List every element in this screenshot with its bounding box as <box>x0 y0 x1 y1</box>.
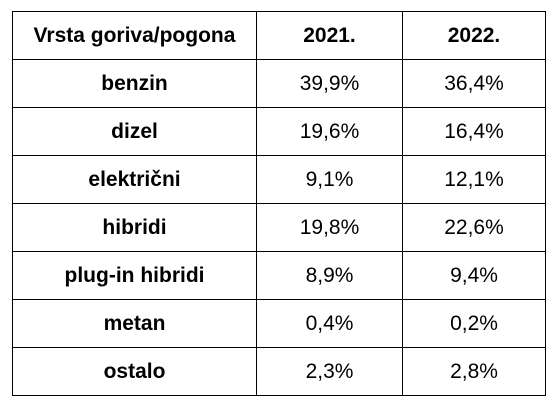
cell-2021: 9,1% <box>256 155 403 204</box>
cell-2022: 36,4% <box>402 59 546 108</box>
row-label: ostalo <box>12 347 257 396</box>
header-year-2021: 2021. <box>256 11 403 60</box>
cell-2021: 0,4% <box>256 299 403 348</box>
table-row: ostalo 2,3% 2,8% <box>12 347 546 396</box>
table-row: benzin 39,9% 36,4% <box>12 59 546 108</box>
row-label: plug-in hibridi <box>12 251 257 300</box>
row-label: benzin <box>12 59 257 108</box>
table-row: plug-in hibridi 8,9% 9,4% <box>12 251 546 300</box>
cell-2021: 19,6% <box>256 107 403 156</box>
cell-2021: 19,8% <box>256 203 403 252</box>
row-label: električni <box>12 155 257 204</box>
row-label: hibridi <box>12 203 257 252</box>
table-row: dizel 19,6% 16,4% <box>12 107 546 156</box>
table-row: metan 0,4% 0,2% <box>12 299 546 348</box>
cell-2022: 22,6% <box>402 203 546 252</box>
row-label: dizel <box>12 107 257 156</box>
table-header-row: Vrsta goriva/pogona 2021. 2022. <box>12 11 546 60</box>
table-row: hibridi 19,8% 22,6% <box>12 203 546 252</box>
header-fuel-type: Vrsta goriva/pogona <box>12 11 257 60</box>
cell-2021: 2,3% <box>256 347 403 396</box>
cell-2021: 39,9% <box>256 59 403 108</box>
cell-2022: 12,1% <box>402 155 546 204</box>
table-row: električni 9,1% 12,1% <box>12 155 546 204</box>
fuel-type-share-table: Vrsta goriva/pogona 2021. 2022. benzin 3… <box>12 11 546 396</box>
cell-2021: 8,9% <box>256 251 403 300</box>
header-year-2022: 2022. <box>402 11 546 60</box>
cell-2022: 9,4% <box>402 251 546 300</box>
cell-2022: 2,8% <box>402 347 546 396</box>
cell-2022: 0,2% <box>402 299 546 348</box>
cell-2022: 16,4% <box>402 107 546 156</box>
row-label: metan <box>12 299 257 348</box>
